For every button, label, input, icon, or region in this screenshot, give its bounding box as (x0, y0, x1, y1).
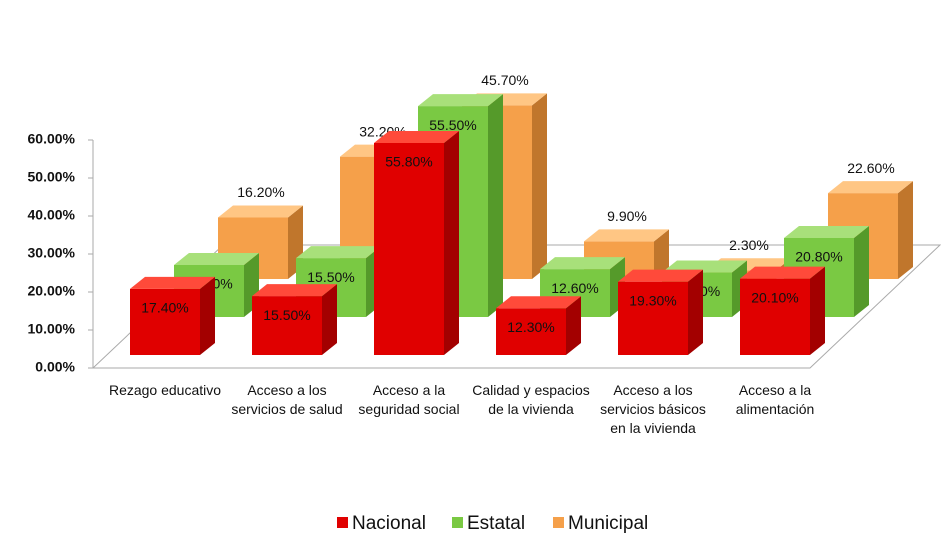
legend-swatch (553, 517, 564, 528)
data-label: 15.50% (263, 307, 310, 323)
bar-top (252, 284, 337, 297)
y-tick-label: 30.00% (28, 245, 76, 261)
x-tick-label: Acceso a la alimentación (735, 382, 815, 417)
bar-side (810, 266, 825, 355)
data-label: 15.50% (307, 269, 354, 285)
y-tick-label: 20.00% (28, 283, 76, 299)
bar-side (200, 276, 215, 355)
bar-top (496, 296, 581, 309)
bar (130, 288, 200, 355)
x-tick-label: Acceso a la seguridad social (358, 382, 460, 417)
bar-top (130, 276, 215, 289)
bar-top (374, 130, 459, 143)
bar-top (618, 269, 703, 282)
bar-top (296, 246, 381, 259)
data-label: 9.90% (607, 208, 647, 224)
x-tick-label: Acceso a los servicios de salud (231, 382, 343, 417)
legend-label: Municipal (568, 513, 648, 533)
legend-swatch (452, 517, 463, 528)
x-tick-label: Rezago educativo (108, 382, 222, 398)
bar-top (828, 181, 913, 194)
bar-top (740, 266, 825, 279)
data-label: 22.60% (847, 160, 894, 176)
x-tick-label: Calidad y espacios de la vivienda (472, 382, 590, 417)
data-label: 17.40% (141, 300, 188, 316)
bar-top (784, 225, 869, 238)
legend-label: Nacional (352, 513, 426, 533)
bar-top (584, 229, 669, 242)
data-label: 45.70% (481, 72, 528, 88)
y-tick-label: 10.00% (28, 321, 76, 337)
data-label: 20.80% (795, 249, 842, 265)
data-label: 12.30% (507, 319, 554, 335)
bar-side (566, 296, 581, 355)
data-label: 55.80% (385, 154, 432, 170)
bar-side (654, 229, 669, 279)
data-label: 12.60% (551, 280, 598, 296)
bar (618, 281, 688, 355)
bar-top (218, 205, 303, 218)
y-tick-label: 60.00% (28, 131, 76, 147)
data-label: 55.50% (429, 117, 476, 133)
y-tick-label: 40.00% (28, 207, 76, 223)
x-tick-label: Acceso a los servicios básicos en la viv… (600, 382, 706, 436)
data-label: 19.30% (629, 292, 676, 308)
bar (374, 142, 444, 355)
bar (496, 308, 566, 355)
legend-swatch (337, 517, 348, 528)
bar-side (322, 284, 337, 355)
legend-label: Estatal (467, 513, 525, 533)
bar-top (662, 260, 747, 273)
bar-side (854, 225, 869, 317)
data-label: 16.20% (237, 184, 284, 200)
y-tick-label: 0.00% (35, 359, 75, 375)
bar (740, 278, 810, 355)
y-tick-label: 50.00% (28, 169, 76, 185)
data-label: 20.10% (751, 289, 798, 305)
bar-side (532, 93, 547, 279)
bar-top (540, 257, 625, 270)
data-label: 2.30% (729, 237, 769, 253)
bar-side (488, 94, 503, 317)
bar (252, 296, 322, 355)
bar-top (174, 252, 259, 265)
bar-side (898, 181, 913, 279)
bar-side (444, 130, 459, 355)
bar-top (418, 94, 503, 107)
bar-side (688, 269, 703, 355)
